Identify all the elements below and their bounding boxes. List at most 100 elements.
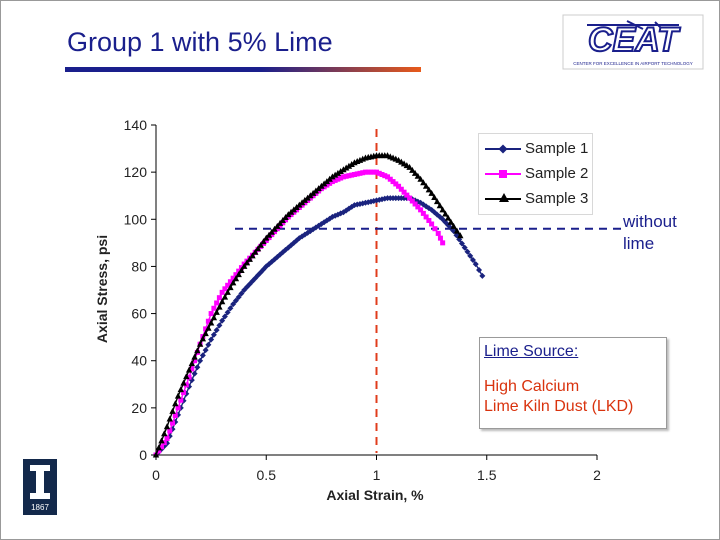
data-point (219, 317, 226, 324)
data-point (417, 175, 424, 182)
data-point (199, 352, 206, 359)
y-tick-label: 100 (124, 211, 148, 227)
data-point (371, 169, 377, 175)
data-point (233, 272, 239, 278)
data-point (349, 172, 355, 178)
data-point (199, 335, 207, 342)
x-axis-label: Axial Strain, % (326, 487, 424, 503)
legend-item: Sample 1 (485, 138, 595, 158)
data-point (181, 390, 187, 396)
data-point (241, 262, 248, 269)
data-point (236, 268, 242, 274)
y-tick-label: 0 (139, 447, 147, 463)
data-point (332, 177, 338, 183)
data-point (221, 293, 229, 300)
data-point (207, 319, 215, 326)
y-tick-label: 120 (124, 164, 148, 180)
data-point (192, 358, 198, 364)
data-point (420, 179, 427, 186)
data-point (257, 241, 264, 248)
data-point (385, 174, 391, 180)
data-point (429, 221, 435, 227)
data-point (337, 168, 344, 175)
data-point (340, 166, 347, 173)
data-point (453, 227, 461, 234)
data-point (346, 173, 352, 179)
data-point (216, 322, 223, 329)
data-point (431, 193, 438, 200)
x-tick-label: 0 (152, 467, 160, 483)
data-point (479, 272, 486, 279)
data-point (232, 275, 240, 282)
data-point (442, 210, 449, 217)
data-point (374, 169, 379, 175)
legend-label: Sample 2 (525, 165, 589, 182)
logo-year: 1867 (31, 503, 49, 512)
data-point (331, 171, 339, 178)
x-tick-label: 2 (593, 467, 601, 483)
data-point (422, 182, 430, 189)
data-point (186, 374, 192, 380)
y-axis-label: Axial Stress, psi (94, 235, 110, 343)
data-point (368, 169, 374, 175)
note-text: Lime Kiln Dust (LKD) (484, 398, 634, 415)
data-point (414, 172, 422, 179)
data-point (189, 366, 195, 372)
data-point (213, 327, 220, 334)
data-point (409, 166, 416, 173)
data-point (348, 160, 355, 167)
data-point (230, 275, 236, 281)
data-point (423, 214, 429, 220)
data-point (208, 336, 215, 343)
data-point (169, 407, 176, 414)
data-point (472, 261, 479, 268)
data-point (457, 232, 464, 239)
data-point (222, 286, 228, 292)
data-point (439, 206, 446, 213)
data-point (191, 370, 198, 377)
data-point (418, 207, 424, 213)
slide-title: Group 1 with 5% Lime (67, 27, 333, 57)
data-point (411, 169, 419, 176)
legend: Sample 1 Sample 2 Sample 3 (478, 133, 593, 215)
data-point (203, 326, 209, 332)
lime-source-note: Lime Source: High Calcium Lime Kiln Dust… (479, 337, 667, 429)
data-point (335, 176, 341, 182)
data-point (406, 163, 413, 170)
data-point (415, 204, 421, 210)
data-point (161, 430, 168, 437)
data-point (185, 366, 193, 373)
data-point (321, 184, 327, 190)
data-point (343, 173, 349, 179)
data-point (379, 172, 385, 177)
data-point (354, 171, 360, 177)
data-point (205, 341, 212, 348)
data-point (390, 179, 396, 185)
data-point (183, 373, 190, 380)
data-point (191, 353, 198, 360)
data-point (172, 400, 179, 407)
data-point (194, 347, 201, 354)
y-tick-label: 20 (131, 400, 147, 416)
data-point (461, 244, 468, 251)
data-point (202, 330, 209, 337)
data-point (235, 294, 242, 301)
data-point (230, 301, 237, 308)
block-i-icon (30, 465, 50, 499)
data-point (404, 192, 410, 198)
data-point (351, 172, 357, 177)
data-point (210, 331, 217, 338)
data-point (376, 170, 382, 176)
data-point (453, 232, 460, 239)
data-point (205, 318, 211, 324)
data-point (177, 386, 185, 393)
data-point (158, 437, 165, 444)
data-point (159, 444, 165, 450)
data-point (444, 214, 452, 221)
data-point (164, 436, 170, 441)
data-point (238, 267, 245, 274)
axes: 0 20 40 60 80 100 120 140 0 0.5 1 1.5 2 (124, 117, 601, 483)
data-point (437, 235, 443, 241)
data-point (229, 279, 237, 286)
